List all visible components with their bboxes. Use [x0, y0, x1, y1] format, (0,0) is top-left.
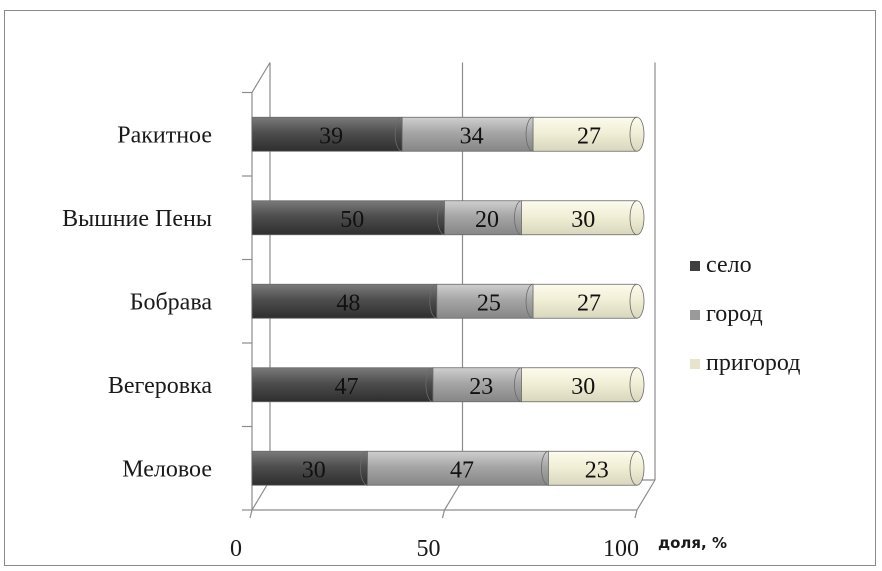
legend: село город пригород — [690, 252, 800, 376]
data-label: 39 — [319, 123, 343, 149]
data-label: 30 — [571, 374, 595, 400]
data-label: 30 — [302, 457, 326, 483]
bar-cap — [629, 116, 645, 152]
bar-body — [251, 450, 368, 486]
bar-body — [251, 367, 434, 403]
bar-body — [251, 200, 445, 236]
data-label: 25 — [477, 290, 501, 316]
x-tick-label: 50 — [417, 536, 441, 562]
bar-segment-пригород — [532, 116, 645, 152]
data-label: 47 — [450, 457, 474, 483]
bar-body — [436, 283, 534, 319]
legend-swatch-село — [690, 261, 700, 271]
category-label: Бобрава — [130, 289, 213, 315]
bar-segment-село — [251, 367, 441, 403]
x-axis-title: доля, % — [658, 534, 727, 552]
bar-body — [521, 367, 638, 403]
axis-top-depth — [251, 62, 271, 93]
data-label: 50 — [340, 207, 364, 233]
bar-segment-пригород — [521, 367, 645, 403]
bar-cap — [629, 200, 645, 236]
data-label: 23 — [585, 457, 609, 483]
data-label: 20 — [475, 207, 499, 233]
bar-body — [251, 283, 438, 319]
legend-swatch-пригород — [690, 359, 700, 369]
bar-body — [548, 450, 638, 486]
legend-label-село: село — [706, 252, 752, 278]
category-label: Ракитное — [117, 122, 212, 148]
bar-cap — [629, 283, 645, 319]
bar-body — [521, 200, 638, 236]
bar-cap — [629, 367, 645, 403]
category-label: Вышние Пены — [62, 206, 212, 232]
x-tick-label: 0 — [230, 536, 242, 562]
bar-segment-пригород — [521, 200, 645, 236]
x-tick-mark-100 — [634, 509, 638, 519]
category-label: Меловое — [122, 456, 212, 482]
x-tick-mark-50 — [441, 509, 446, 519]
bar-segment-пригород — [532, 283, 645, 319]
data-label: 23 — [469, 374, 493, 400]
bar-body — [251, 116, 403, 152]
data-label: 27 — [577, 290, 601, 316]
bar-segment-пригород — [548, 450, 645, 486]
bar-segment-село — [251, 116, 410, 152]
data-label: 30 — [571, 207, 595, 233]
category-label: Вегеровка — [108, 373, 212, 399]
x-tick-mark-0 — [249, 509, 253, 519]
floor-gridline-100 — [636, 479, 656, 511]
legend-label-пригород: пригород — [706, 350, 800, 376]
bar-body — [532, 283, 638, 319]
labels: 0 50 100 доля, % Ракитное 39 34 27 Вышние Пены 50… — [62, 122, 727, 562]
bar-body — [401, 116, 534, 152]
bar-cap — [629, 450, 645, 486]
data-label: 27 — [577, 123, 601, 149]
bar-body — [532, 116, 638, 152]
bar-body — [432, 367, 522, 403]
data-label: 34 — [460, 123, 484, 149]
data-label: 47 — [334, 374, 358, 400]
data-label: 48 — [336, 290, 360, 316]
x-tick-label: 100 — [603, 536, 639, 562]
bars — [251, 116, 645, 486]
bar-body — [367, 450, 549, 486]
legend-label-город: город — [706, 301, 763, 327]
bar-segment-город — [444, 200, 529, 236]
legend-swatch-город — [690, 310, 700, 320]
